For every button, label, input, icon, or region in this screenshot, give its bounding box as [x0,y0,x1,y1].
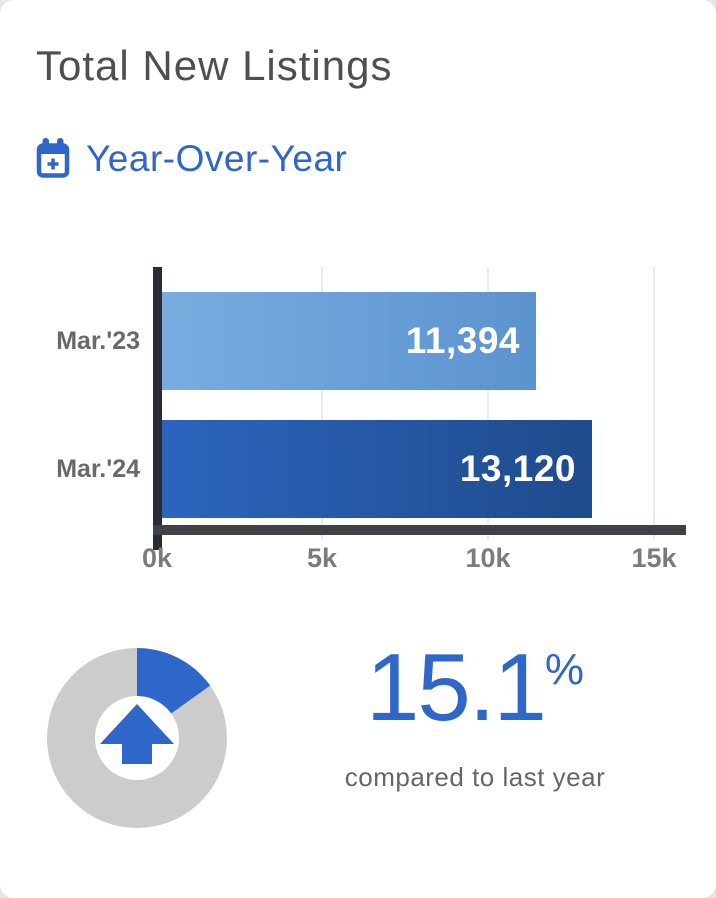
kpi-caption: compared to last year [344,762,606,792]
gridline-15k [653,267,655,540]
kpi-block: 15.1% compared to last year [330,638,620,793]
x-tick-15k: 15k [631,543,677,573]
donut-chart[interactable] [47,648,227,828]
kpi-percent-sign: % [544,645,584,694]
kpi-percent-value: 15.1 [366,634,547,741]
subtitle-year-over-year: Year-Over-Year [86,138,348,179]
x-tick-5k: 5k [306,543,338,573]
x-tick-0k: 0k [141,543,173,573]
page-title: Total New Listings [36,42,393,89]
x-tick-10k: 10k [465,543,511,573]
bar-mar-24[interactable]: 13,120 [162,420,592,518]
y-axis-line [153,267,162,550]
category-label-mar-24: Mar.'24 [56,455,140,483]
x-axis-line [153,525,686,535]
bar-chart: 11,394 13,120 Mar.'23 Mar.'24 0k 5k 10k … [56,267,686,573]
bar-value-label: 13,120 [459,448,576,489]
subtitle-row: Year-Over-Year [36,138,347,180]
bar-value-label: 11,394 [405,320,520,361]
up-arrow-icon [100,704,174,768]
gridline-10k [487,267,489,540]
donut-hole [95,696,179,780]
kpi-percent: 15.1% [330,638,620,756]
category-label-mar-23: Mar.'23 [56,327,140,355]
bar-mar-23[interactable]: 11,394 [162,292,536,390]
calendar-plus-icon [36,138,70,180]
gridline-5k [321,267,323,540]
